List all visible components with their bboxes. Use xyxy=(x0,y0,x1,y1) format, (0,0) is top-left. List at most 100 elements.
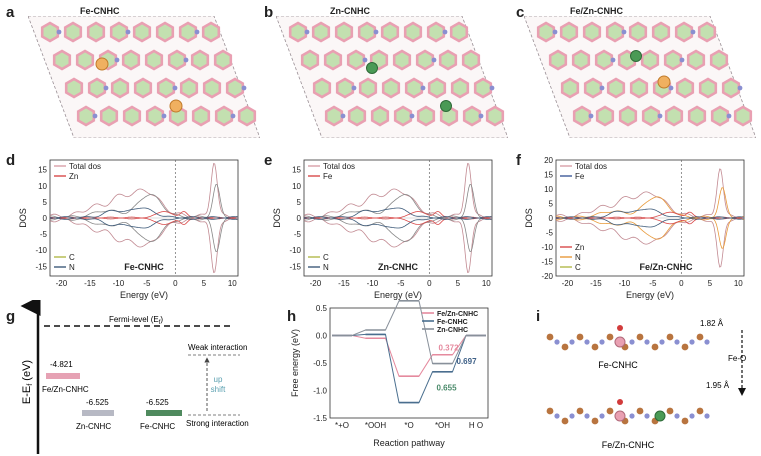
carbon-ring xyxy=(438,49,458,71)
panel-label-i: i xyxy=(536,308,541,325)
energy-annotation: 0.372 xyxy=(439,343,460,352)
carbon-ring xyxy=(122,105,142,127)
nitrogen-atom xyxy=(420,85,426,91)
carbon-ring xyxy=(629,77,649,99)
level-name-zn: Zn-CNHC xyxy=(76,422,111,431)
carbon-ring xyxy=(324,105,344,127)
fe-atom xyxy=(169,99,183,113)
carbon-ring xyxy=(651,21,671,43)
carbon-ring xyxy=(370,105,390,127)
panel-inset-label: Fe-CNHC xyxy=(124,262,164,272)
y-tick-label: -10 xyxy=(289,246,301,255)
x-tick-label: 10 xyxy=(734,279,743,288)
carbon-ring xyxy=(63,21,83,43)
x-tick-label: 5 xyxy=(456,279,461,288)
carbon-ring xyxy=(190,49,210,71)
y-tick-label: 5 xyxy=(297,198,302,207)
nitrogen-atom xyxy=(442,29,448,35)
y-tick-label: 15 xyxy=(292,166,301,175)
carbon-ring xyxy=(595,105,615,127)
carbon-ring xyxy=(40,21,60,43)
band-diagram: E-Ef (eV) Fermi-level (Ef) -4.821 Fe/Zn-… xyxy=(20,300,249,454)
panel-inset-label: Fe/Zn-CNHC xyxy=(640,262,693,272)
carbon-ring xyxy=(415,49,435,71)
fermi-level-label: Fermi-level (Ef) xyxy=(109,315,163,326)
legend-label: C xyxy=(323,253,329,262)
carbon-ring xyxy=(381,77,401,99)
carbon-ring xyxy=(167,49,187,71)
carbon-ring xyxy=(86,21,106,43)
y-tick-label: 0 xyxy=(43,214,48,223)
dos-curve xyxy=(49,217,239,225)
y-tick-label: 5 xyxy=(549,200,554,209)
carbon-ring xyxy=(664,105,684,127)
nitrogen-atom xyxy=(690,29,696,35)
y-tick-label: -20 xyxy=(541,272,553,281)
weak-interaction-label: Weak interaction xyxy=(188,343,247,352)
carbon-ring xyxy=(225,77,245,99)
oxygen-atom xyxy=(617,399,623,405)
y-axis-label: Free energy (eV) xyxy=(290,329,300,397)
plot-frame xyxy=(329,307,489,419)
series-line-2 xyxy=(332,300,486,364)
nitrogen-atom xyxy=(599,413,605,419)
nitrogen-atom xyxy=(674,413,680,419)
carbon-ring xyxy=(156,77,176,99)
y-tick-label: 15 xyxy=(544,171,553,180)
nitrogen-atom xyxy=(629,413,635,419)
nitrogen-atom xyxy=(114,57,120,63)
carbon-ring xyxy=(191,105,211,127)
level-bar-zn xyxy=(82,410,114,416)
nitrogen-atom xyxy=(726,113,732,119)
carbon-atom xyxy=(546,333,554,341)
carbon-atom xyxy=(681,417,689,425)
structure-image-fe xyxy=(28,16,260,138)
y-tick-label: 5 xyxy=(43,198,48,207)
fe-atom xyxy=(614,410,626,422)
y-axis-label: DOS xyxy=(272,208,282,228)
y-tick-label: -5 xyxy=(294,230,302,239)
x-axis-label: Energy (eV) xyxy=(626,290,674,300)
carbon-ring xyxy=(393,105,413,127)
legend-label: Fe xyxy=(575,172,585,181)
legend-label: Zn xyxy=(575,243,584,252)
dos-curve xyxy=(49,217,239,274)
nitrogen-atom xyxy=(621,29,627,35)
legend-label: Zn-CNHC xyxy=(437,327,468,334)
y-tick-label: 0.0 xyxy=(316,332,328,341)
nitrogen-atom xyxy=(599,339,605,345)
x-tick-label: -15 xyxy=(84,279,96,288)
nitrogen-atom xyxy=(584,413,590,419)
carbon-ring xyxy=(311,21,331,43)
carbon-ring xyxy=(132,21,152,43)
carbon-ring xyxy=(710,105,730,127)
carbon-ring xyxy=(674,21,694,43)
carbon-ring xyxy=(485,105,505,127)
x-tick-label: 5 xyxy=(202,279,207,288)
carbon-atom xyxy=(606,407,614,415)
legend-label: N xyxy=(323,263,329,272)
legend-label: Total dos xyxy=(323,162,355,171)
x-tick-label: *OH xyxy=(435,421,450,430)
dos-curve xyxy=(49,207,239,219)
x-tick-label: -5 xyxy=(143,279,151,288)
x-axis-label: Energy (eV) xyxy=(120,290,168,300)
x-tick-label: *O xyxy=(404,421,413,430)
y-tick-label: 0 xyxy=(549,214,554,223)
dos-curve xyxy=(303,217,493,225)
nitrogen-atom xyxy=(56,29,62,35)
carbon-ring xyxy=(346,49,366,71)
carbon-ring xyxy=(641,105,661,127)
energy-axis-label: E-Ef (eV) xyxy=(21,360,34,404)
nitrogen-atom xyxy=(668,85,674,91)
x-tick-label: 0 xyxy=(173,279,178,288)
panel-label-g: g xyxy=(6,308,16,325)
carbon-ring xyxy=(709,49,729,71)
legend-label: N xyxy=(575,253,581,262)
structure-name-bottom: Fe/Zn-CNHC xyxy=(602,440,655,450)
legend-label: Fe-CNHC xyxy=(437,319,468,326)
structure-title-zn: Zn-CNHC xyxy=(330,6,370,16)
legend-label: N xyxy=(69,263,75,272)
carbon-ring xyxy=(560,77,580,99)
